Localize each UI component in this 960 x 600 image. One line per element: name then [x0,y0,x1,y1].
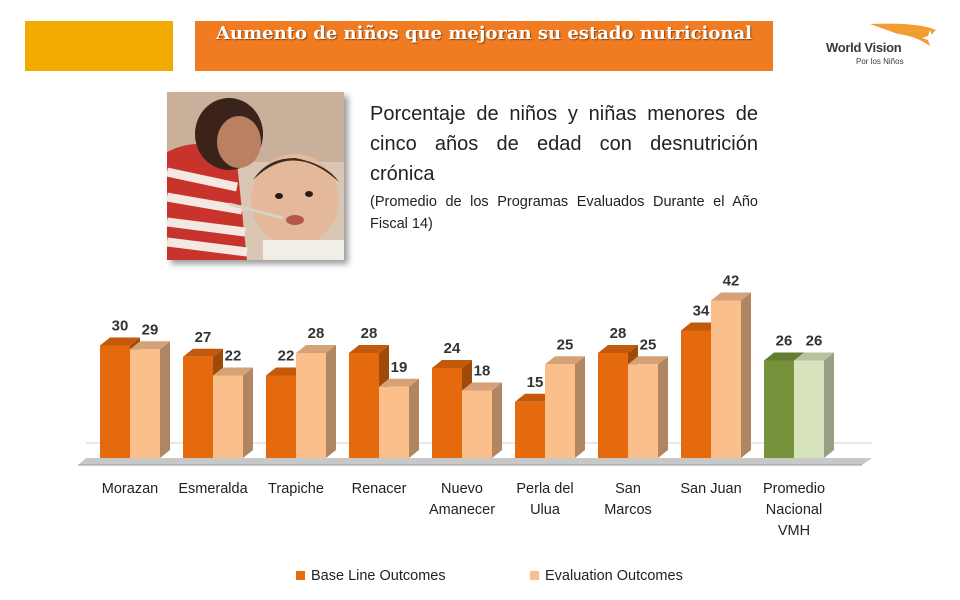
star-burst-icon [870,23,938,46]
bar-evaluation [462,382,502,458]
x-tick-label: Perla del [516,481,573,497]
bar-value-label: 25 [640,336,657,353]
bar-evaluation [628,356,668,458]
mother-feeding-child-photo [166,92,344,260]
bar-value-label: 29 [142,321,159,338]
page-title: Aumento de niños que mejoran su estado n… [195,21,773,71]
x-tick-label: Nacional [766,502,822,518]
bar-evaluation [296,345,336,458]
x-tick-label: Amanecer [429,502,495,518]
x-tick-label: Marcos [604,502,652,518]
legend-evaluation-label: Evaluation Outcomes [545,568,683,584]
bar-evaluation [794,352,834,458]
bar-value-label: 22 [278,348,295,365]
x-tick-label: VMH [778,523,810,539]
bar-value-label: 28 [610,325,627,342]
bar-value-label: 25 [557,336,574,353]
x-tick-label: Renacer [352,481,407,497]
bar-evaluation [379,378,419,458]
bar-value-label: 26 [806,333,823,350]
page-title-text: Aumento de niños que mejoran su estado n… [216,23,752,44]
x-tick-label: Trapiche [268,481,324,497]
bar-value-label: 18 [474,363,491,380]
bar-value-label: 42 [723,273,740,290]
x-tick-label: Promedio [763,481,825,497]
x-tick-label: San [615,481,641,497]
bar-evaluation [130,341,170,458]
bar-value-label: 27 [195,329,212,346]
bar-value-label: 26 [776,333,793,350]
bar-value-label: 28 [308,325,325,342]
chart-floor [78,458,872,465]
x-tick-label: Esmeralda [178,481,248,497]
bar-evaluation [545,356,585,458]
logo-name: World Vision [826,40,902,55]
world-vision-logo: World Vision Por los Niños [818,22,943,72]
description-main: Porcentaje de niños y niñas menores de c… [370,103,758,185]
bar-value-label: 34 [693,303,710,320]
bar-value-label: 24 [444,340,461,357]
bar-value-label: 22 [225,348,242,365]
bar-value-label: 30 [112,318,129,335]
legend-baseline-label: Base Line Outcomes [311,568,446,584]
bar-value-label: 28 [361,325,378,342]
bar-evaluation [711,292,751,458]
description-sub: (Promedio de los Programas Evaluados Dur… [370,194,758,232]
chart-description: Porcentaje de niños y niñas menores de c… [370,99,758,235]
bar-baseline [432,360,472,458]
x-tick-label: Nuevo [441,481,483,497]
legend-evaluation-swatch [530,571,539,580]
bar-value-label: 19 [391,359,408,376]
bar-value-label: 15 [527,374,544,391]
x-tick-label: San Juan [680,481,741,497]
logo-tagline: Por los Niños [856,57,904,66]
yellow-accent-box [25,21,173,71]
bar-evaluation [213,367,253,458]
legend-baseline-swatch [296,571,305,580]
x-tick-label: Ulua [530,502,561,518]
x-tick-label: Morazan [102,481,158,497]
